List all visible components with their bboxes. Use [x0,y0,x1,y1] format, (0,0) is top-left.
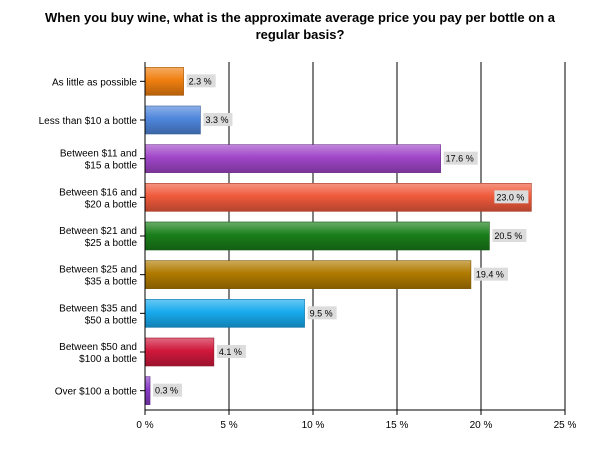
value-label: 3.3 % [205,115,228,125]
bar [144,337,215,367]
category-label: $35 a bottle [85,277,138,288]
category-label: Between $25 and [59,265,137,276]
category-label: $20 a bottle [85,199,138,210]
value-label: 4.1 % [219,347,242,357]
chart-title: When you buy wine, what is the approxima… [40,9,560,43]
value-label-bg [203,113,233,126]
x-tick-label: 10 % [302,420,325,431]
value-label-bg [492,229,527,242]
value-label-bg [443,151,478,165]
value-label: 17.6 % [446,154,474,164]
x-tick-label: 20 % [470,420,493,431]
category-label: As little as possible [52,77,137,88]
category-label: $100 a bottle [79,354,137,365]
category-label: Less than $10 a bottle [39,116,138,127]
x-tick-label: 5 % [220,420,237,431]
bar [144,299,305,328]
value-label: 9.5 % [310,308,333,318]
value-label-bg [494,190,529,204]
bar [144,260,472,289]
bar [144,376,151,405]
category-label: $25 a bottle [85,238,138,249]
category-label: Between $35 and [59,303,137,314]
value-label: 23.0 % [496,192,524,202]
bar [144,105,201,135]
x-tick-label: 25 % [554,420,577,431]
category-label: Between $21 and [59,226,137,237]
category-label: Over $100 a bottle [55,387,138,398]
chart-title-line-1: When you buy wine, what is the approxima… [44,10,555,25]
value-label: 0.3 % [155,386,178,396]
chart-title-line-2: regular basis? [255,27,345,42]
value-label: 2.3 % [189,76,212,86]
category-label: $50 a bottle [85,315,138,326]
x-tick-label: 0 % [136,420,153,431]
category-label: Between $50 and [59,342,137,353]
bar [144,144,441,173]
bar [144,67,184,96]
category-label: Between $16 and [59,187,137,198]
value-label-bg [216,345,246,358]
value-label: 20.5 % [494,231,522,241]
value-label: 19.4 % [476,270,504,280]
bar [144,183,532,212]
value-label-bg [307,306,337,320]
value-label-bg [186,74,216,88]
category-label: Between $11 and [60,149,137,160]
value-label-bg [473,267,508,281]
x-tick-label: 15 % [386,420,409,431]
bar [144,221,490,251]
value-label-bg [153,383,183,397]
category-label: $15 a bottle [85,161,138,172]
